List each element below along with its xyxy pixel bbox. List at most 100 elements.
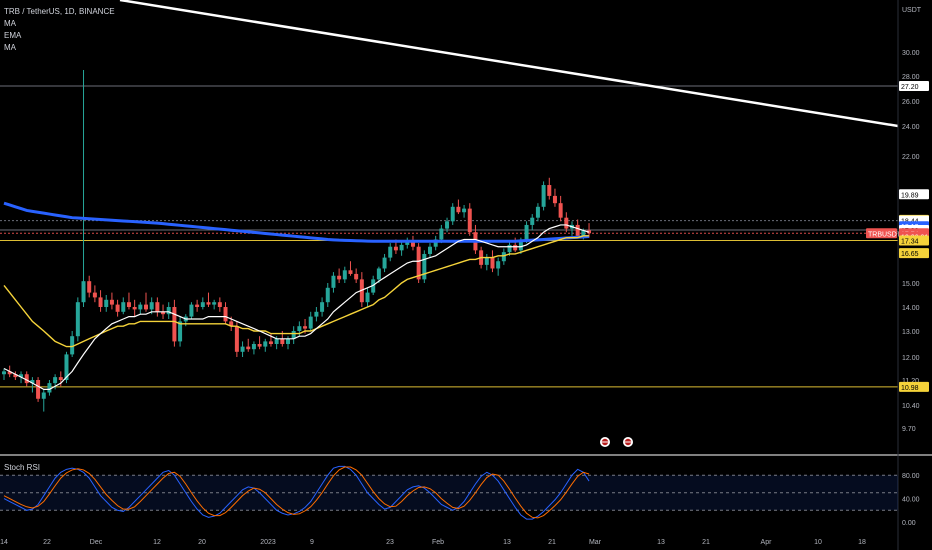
indicator-ema-label[interactable]: EMA [4,31,22,40]
candle-44 [251,341,256,355]
candle-body [376,268,381,280]
candle-body [445,221,450,229]
candle-body [416,246,421,280]
event-flag-icon-0[interactable] [600,437,610,447]
candle-23 [132,299,137,317]
price-tag-label: 17.34 [901,239,919,246]
candle-body [433,239,438,247]
candle-75 [428,243,432,258]
candle-body [13,374,18,378]
price-tag-label: 16.65 [901,251,919,258]
candle-43 [246,338,251,352]
candle-body [251,344,256,350]
candle-body [240,346,245,352]
candle-58 [331,272,336,293]
candle-30 [172,299,177,347]
candle-70 [399,241,404,256]
candle-body [564,217,569,229]
candle-51 [291,326,296,344]
x-tick-12: 13 [657,539,665,546]
indicator-ma-label[interactable]: MA [4,19,16,28]
candle-body [410,241,415,247]
price-tick-8: 12.00 [902,355,920,362]
rsi-label: Stoch RSI [4,463,40,472]
price-tag-bg [899,81,929,91]
candle-body [558,203,563,218]
candle-33 [189,302,194,319]
trend-line [119,0,899,128]
candle-body [121,302,126,312]
candle-34 [195,299,200,312]
candle-body [399,244,404,251]
ma-white-line [3,224,590,390]
candle-59 [337,268,342,283]
candle-79 [450,203,455,225]
candle-body [64,354,69,380]
candle-body [149,302,154,310]
candle-64 [365,287,370,307]
candle-body [58,377,63,380]
candle-body [382,257,387,269]
price-tick-6: 14.00 [902,305,920,312]
candle-76 [433,235,438,251]
candle-74 [422,250,427,283]
candle-66 [376,266,381,283]
indicator-ma2-label[interactable]: MA [4,43,16,52]
candle-17 [98,290,103,312]
candle-body [496,261,501,269]
price-tag-11: 10.98 [899,381,929,392]
candle-body [138,304,143,310]
currency-label: USDT [902,7,922,14]
candle-body [337,275,342,280]
candle-73 [416,243,421,283]
candle-body [274,338,279,344]
candle-body [303,326,308,329]
candle-body [552,195,557,204]
price-tick-10: 10.40 [902,403,920,410]
candle-body [195,304,200,307]
price-tag-1: 19.89 [899,189,929,200]
candle-55 [314,307,319,322]
candle-body [535,206,540,218]
x-tick-7: 23 [386,539,394,546]
candle-45 [257,336,262,350]
candle-body [439,228,444,240]
candle-body [7,371,12,375]
candle-85 [484,253,489,271]
candle-body [320,302,325,312]
price-tag-bg [899,248,929,259]
price-tick-4: 22.00 [902,154,920,161]
candle-body [212,302,217,305]
x-tick-2: Dec [90,539,103,546]
rsi-d-line [3,466,590,519]
price-tag-bg [899,235,929,246]
candle-body [19,374,24,378]
x-tick-14: Apr [761,539,773,546]
candle-body [229,321,234,327]
candle-body [297,326,302,331]
candle-body [547,185,552,196]
candle-body [53,377,58,384]
candle-body [513,244,518,251]
candle-body [172,307,177,342]
price-tick-11: 9.70 [902,426,916,433]
price-tick-9: 11.20 [902,378,919,385]
candle-93 [530,214,535,231]
candle-62 [354,268,359,283]
x-tick-3: 12 [153,539,161,546]
candle-body [263,341,268,347]
x-tick-6: 9 [310,539,314,546]
candle-body [206,302,211,305]
symbol-title[interactable]: TRB / TetherUS, 1D, BINANCE [4,7,115,16]
candle-20 [115,299,120,317]
candle-71 [405,237,410,249]
candle-body [530,217,535,225]
candle-57 [325,283,330,307]
event-flag-icon-1[interactable] [623,437,633,447]
candle-94 [535,203,540,222]
x-tick-0: 14 [0,539,8,546]
candle-81 [462,204,467,218]
candle-82 [467,203,472,236]
candle-78 [445,217,450,233]
